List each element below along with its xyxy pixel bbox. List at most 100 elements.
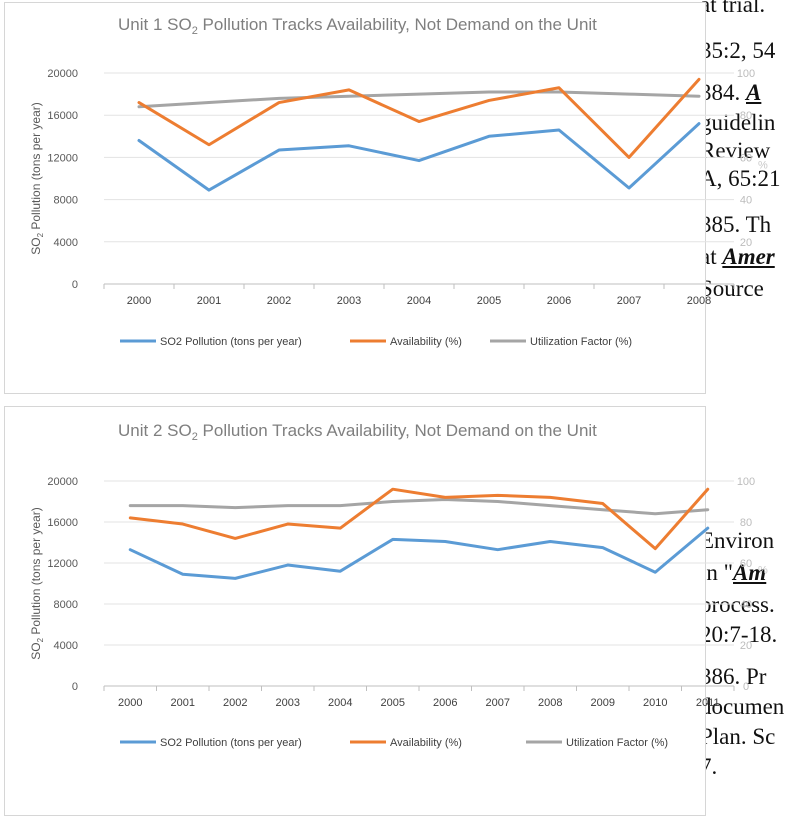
document-text-line: A, 65:21 xyxy=(700,166,781,192)
document-text-line: guidelin xyxy=(700,110,775,136)
x-tick-label: 2011 xyxy=(696,697,720,709)
chart-frame xyxy=(4,2,706,394)
document-text-line: Plan. Sc xyxy=(700,724,775,750)
y2-tick-label: 20 xyxy=(740,237,752,249)
document-text-run: documen xyxy=(700,694,785,719)
document-text-line: 35:2, 54 xyxy=(700,38,775,64)
chart-title-part: Unit 2 SO xyxy=(118,421,192,440)
y-tick-label: 4000 xyxy=(54,237,78,249)
y2-tick-label: 80 xyxy=(740,110,752,122)
document-text-line: at trial. xyxy=(700,0,765,18)
unit-2-line-chart: Unit 2 SO2 Pollution Tracks Availability… xyxy=(29,421,768,749)
document-text-line: 20:7-18. xyxy=(700,622,777,648)
y2-tick-label: 20 xyxy=(740,640,752,652)
x-tick-label: 2000 xyxy=(118,697,142,709)
document-text-run: Plan. Sc xyxy=(700,724,776,749)
x-tick-label: 2000 xyxy=(127,295,151,307)
x-tick-label: 2005 xyxy=(381,697,405,709)
y-tick-label: 0 xyxy=(72,279,78,291)
x-tick-label: 2010 xyxy=(643,697,667,709)
y2-tick-label: 100 xyxy=(737,68,755,80)
x-tick-label: 2002 xyxy=(267,295,291,307)
unit-2-chart: Unit 2 SO2 Pollution Tracks Availability… xyxy=(0,404,812,822)
document-text-run: 20:7-18. xyxy=(700,622,778,647)
y-axis-label-part: Pollution (tons per year) xyxy=(29,507,43,638)
x-tick-label: 2008 xyxy=(687,295,711,307)
y-axis-label: SO2 Pollution (tons per year) xyxy=(29,507,45,660)
chart-title-part: Pollution Tracks Availability, Not Deman… xyxy=(198,421,597,440)
series-line-utilization-factor xyxy=(128,497,710,516)
x-tick-label: 2007 xyxy=(617,295,641,307)
x-tick-label: 2004 xyxy=(328,697,352,709)
y2-tick-label: 60 xyxy=(740,152,752,164)
document-text-run: 384. xyxy=(700,80,746,105)
x-tick-label: 2001 xyxy=(197,295,221,307)
x-tick-label: 2005 xyxy=(477,295,501,307)
x-tick-label: 2003 xyxy=(337,295,361,307)
chart-frame xyxy=(4,406,706,816)
y-tick-label: 0 xyxy=(72,681,78,693)
document-text-run: 385. Th xyxy=(700,212,772,237)
y2-tick-label: 60 xyxy=(740,558,752,570)
y2-tick-label: 0 xyxy=(743,681,749,693)
x-tick-label: 2006 xyxy=(433,697,457,709)
document-text-run: guidelin xyxy=(700,110,776,135)
x-tick-label: 2001 xyxy=(171,697,195,709)
chart-title-part: Pollution Tracks Availability, Not Deman… xyxy=(198,15,597,34)
y2-axis-label: % xyxy=(758,565,768,577)
y-tick-label: 8000 xyxy=(54,599,78,611)
chart-title: Unit 1 SO2 Pollution Tracks Availability… xyxy=(118,15,597,37)
series-line-so2-pollution xyxy=(137,122,701,192)
unit-1-line-chart: Unit 1 SO 2 Pollution Tracks Availability… xyxy=(29,15,768,348)
document-text-line: 385. Th xyxy=(700,212,771,238)
series-line-so2-pollution xyxy=(128,526,710,580)
y-tick-label: 20000 xyxy=(47,476,78,488)
y-axis-label-part: SO xyxy=(29,237,43,254)
legend-label: Utilization Factor (%) xyxy=(566,737,668,749)
legend-label: SO2 Pollution (tons per year) xyxy=(160,737,302,749)
document-text-run: 35:2, 54 xyxy=(700,38,776,63)
x-tick-label: 2007 xyxy=(486,697,510,709)
y-tick-label: 16000 xyxy=(47,517,78,529)
x-tick-label: 2006 xyxy=(547,295,571,307)
x-tick-label: 2002 xyxy=(223,697,247,709)
series-line-availability xyxy=(137,77,701,159)
x-tick-label: 2003 xyxy=(276,697,300,709)
y2-axis-label: % xyxy=(758,160,768,172)
document-text-line: Environ xyxy=(700,528,774,554)
y-tick-label: 12000 xyxy=(47,558,78,570)
y-tick-label: 12000 xyxy=(47,152,78,164)
document-text-emphasis: A xyxy=(746,80,762,105)
document-text-emphasis: Amer xyxy=(722,244,775,269)
y-axis-label-subscript: 2 xyxy=(36,637,45,642)
chart-title: Unit 2 SO2 Pollution Tracks Availability… xyxy=(118,421,597,443)
document-text-emphasis: Am xyxy=(733,560,767,585)
y-tick-label: 4000 xyxy=(54,640,78,652)
document-text-line: 384. A xyxy=(700,80,761,106)
chart-title-subscript: 2 xyxy=(192,431,198,443)
y-tick-label: 8000 xyxy=(54,195,78,207)
y-tick-label: 20000 xyxy=(47,68,78,80)
x-tick-label: 2008 xyxy=(538,697,562,709)
series-line-utilization-factor xyxy=(137,90,701,109)
document-text-run: Environ xyxy=(700,528,775,553)
unit-1-chart: Unit 1 SO 2 Pollution Tracks Availability… xyxy=(0,0,812,400)
legend-label: SO2 Pollution (tons per year) xyxy=(160,336,302,348)
chart-title-part: Unit 1 SO xyxy=(118,15,192,34)
y2-tick-label: 40 xyxy=(740,195,752,207)
document-text-run: 386. Pr xyxy=(700,664,767,689)
document-text-line: documen xyxy=(700,694,784,720)
legend-label: Availability (%) xyxy=(390,336,462,348)
y-axis-label-subscript: 2 xyxy=(36,232,45,237)
series-line-availability xyxy=(128,487,710,551)
y-tick-label: 16000 xyxy=(47,110,78,122)
document-text-line: Source xyxy=(700,276,764,302)
legend-label: Utilization Factor (%) xyxy=(530,336,632,348)
document-text-line: 386. Pr xyxy=(700,664,766,690)
x-tick-label: 2004 xyxy=(407,295,431,307)
y-axis-label-part: SO xyxy=(29,642,43,659)
y2-tick-label: 80 xyxy=(740,517,752,529)
x-tick-label: 2009 xyxy=(591,697,615,709)
document-text-run: A, 65:21 xyxy=(700,166,781,191)
